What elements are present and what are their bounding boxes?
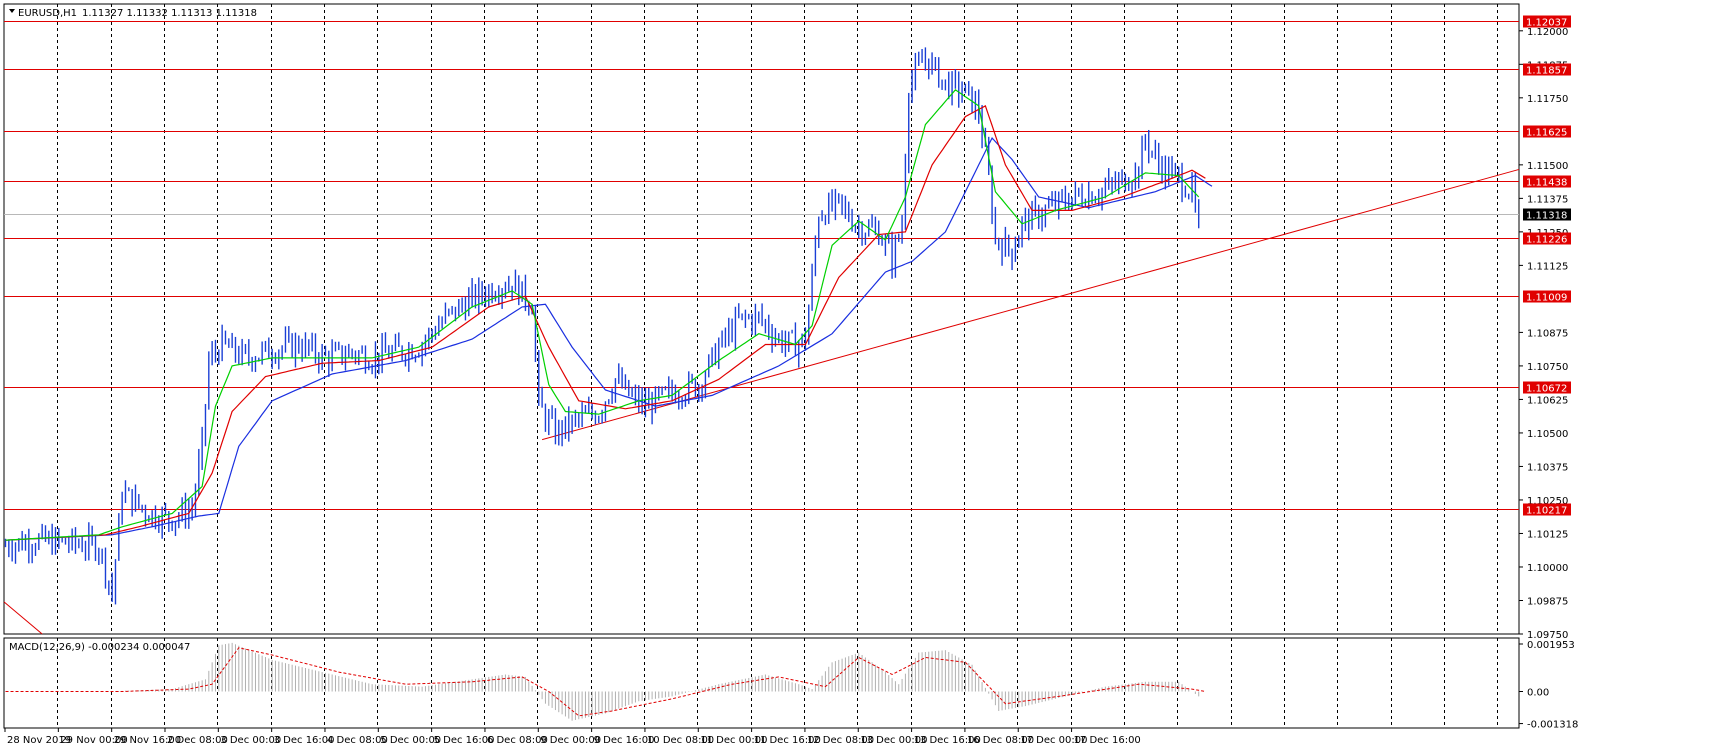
time-label: 4 Dec 08:00 xyxy=(327,735,388,746)
time-label: 17 Dec 16:00 xyxy=(1074,735,1141,746)
trendline-fragment[interactable] xyxy=(3,601,43,635)
ma-slow-line xyxy=(5,136,1213,541)
time-label: 28 Nov 2019 xyxy=(7,735,71,746)
macd-tick-label: -0.001318 xyxy=(1527,720,1578,731)
price-tick-label: 1.09875 xyxy=(1527,596,1568,607)
chevron-down-icon[interactable] xyxy=(9,9,15,13)
price-tick-label: 1.10250 xyxy=(1527,496,1568,507)
price-axis: 1.120001.118751.117501.115001.113751.112… xyxy=(1519,27,1578,731)
current-price-tag xyxy=(1523,208,1571,221)
level-tag-label: 1.11625 xyxy=(1526,128,1567,139)
macd-pane-frame xyxy=(3,637,1520,729)
level-tag xyxy=(1523,381,1571,394)
price-tick-label: 1.10750 xyxy=(1527,362,1568,373)
level-tag xyxy=(1523,503,1571,516)
time-label: 5 Dec 00:00 xyxy=(380,735,441,746)
price-tick-label: 1.10375 xyxy=(1527,462,1568,473)
time-label: 10 Dec 08:00 xyxy=(647,735,714,746)
candles xyxy=(4,47,1200,605)
level-tag xyxy=(1523,125,1571,138)
level-tag xyxy=(1523,15,1571,28)
level-tag-label: 1.10672 xyxy=(1526,384,1567,395)
main-pane-frame xyxy=(3,3,1520,635)
price-tick-label: 1.10500 xyxy=(1527,429,1568,440)
time-label: 11 Dec 00:00 xyxy=(700,735,767,746)
macd-indicator xyxy=(5,642,1206,721)
time-label: 29 Nov 16:00 xyxy=(114,735,181,746)
level-tag-label: 1.11438 xyxy=(1526,178,1567,189)
level-tag-label: 1.11857 xyxy=(1526,66,1567,77)
current-price-label: 1.11318 xyxy=(1526,211,1567,222)
symbol-header: EURUSD,H1 1.11327 1.11332 1.11313 1.1131… xyxy=(9,8,257,19)
ma-mid-line xyxy=(5,105,1206,541)
price-tick-label: 1.10875 xyxy=(1527,328,1568,339)
macd-label: MACD(12,26,9) -0.000234 0.000047 xyxy=(9,642,190,653)
price-tick-label: 1.11125 xyxy=(1527,261,1568,272)
price-tick-label: 1.10000 xyxy=(1527,563,1568,574)
horizontal-levels[interactable] xyxy=(4,21,1519,510)
macd-signal-line xyxy=(5,647,1206,717)
level-tag-label: 1.11226 xyxy=(1526,235,1567,246)
symbol-label: EURUSD,H1 xyxy=(18,8,77,19)
level-tag-label: 1.12037 xyxy=(1526,18,1567,29)
macd-tick-label: 0.00 xyxy=(1527,688,1549,699)
level-tag-label: 1.11009 xyxy=(1526,293,1567,304)
price-tick-label: 1.11500 xyxy=(1527,161,1568,172)
moving-averages xyxy=(5,88,1213,541)
time-label: 12 Dec 08:00 xyxy=(807,735,874,746)
time-label: 11 Dec 16:00 xyxy=(754,735,821,746)
level-price-tags: 1.12037 1.11857 1.11625 1.11438 1.11226 1.110… xyxy=(1523,15,1571,517)
ma-fast-line xyxy=(5,88,1200,541)
level-tag xyxy=(1523,290,1571,303)
price-tick-label: 1.09750 xyxy=(1527,630,1568,641)
macd-tick-label: 0.001953 xyxy=(1527,640,1575,651)
price-tick-label: 1.10625 xyxy=(1527,395,1568,406)
time-label: 17 Dec 00:00 xyxy=(1020,735,1087,746)
time-label: 13 Dec 00:00 xyxy=(860,735,927,746)
trendline[interactable] xyxy=(3,168,1520,635)
level-tag xyxy=(1523,232,1571,245)
time-label: 9 Dec 16:00 xyxy=(594,735,655,746)
grid xyxy=(3,3,1520,729)
price-tick-label: 1.11750 xyxy=(1527,94,1568,105)
price-tick-label: 1.10125 xyxy=(1527,529,1568,540)
ohlc-values: 1.11327 1.11332 1.11313 1.11318 xyxy=(82,8,257,19)
time-label: 16 Dec 08:00 xyxy=(967,735,1034,746)
level-tag-label: 1.10217 xyxy=(1526,506,1567,517)
time-label: 3 Dec 16:00 xyxy=(274,735,335,746)
time-label: 6 Dec 08:00 xyxy=(487,735,548,746)
time-label: 5 Dec 16:00 xyxy=(434,735,495,746)
time-label: 2 Dec 08:00 xyxy=(167,735,228,746)
level-tag xyxy=(1523,175,1571,188)
level-tag xyxy=(1523,63,1571,76)
time-label: 9 Dec 00:00 xyxy=(540,735,601,746)
price-tick-label: 1.12000 xyxy=(1527,27,1568,38)
time-label: 13 Dec 16:00 xyxy=(914,735,981,746)
time-label: 3 Dec 00:00 xyxy=(220,735,281,746)
time-label: 29 Nov 00:00 xyxy=(60,735,127,746)
price-tick-label: 1.11375 xyxy=(1527,194,1568,205)
